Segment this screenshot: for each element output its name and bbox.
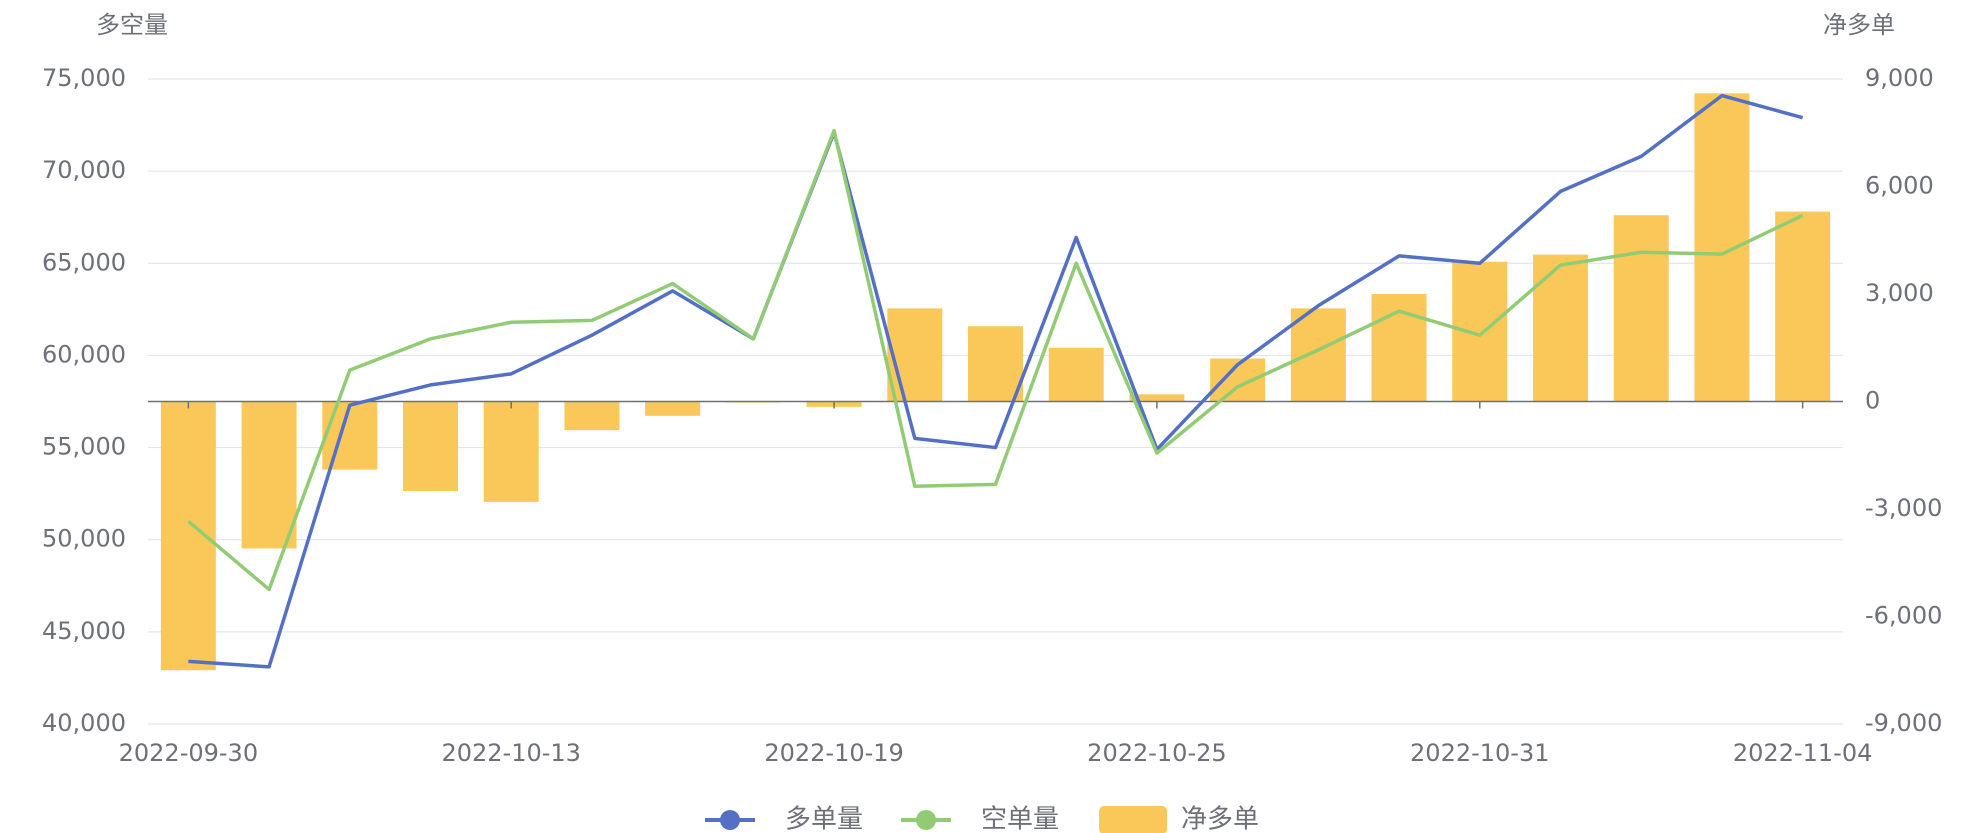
y-tick-label: 70,000 [42, 156, 126, 184]
bar [483, 401, 539, 502]
y2-axis-name: 净多单 [1823, 11, 1895, 39]
legend-icon-dot [916, 810, 937, 830]
bar [1694, 93, 1750, 402]
y-tick-label: 45,000 [42, 617, 126, 645]
y2-tick-label: 3,000 [1865, 279, 1934, 307]
bar [645, 401, 701, 416]
legend-icon-dot [720, 810, 740, 830]
bar [1048, 347, 1104, 402]
bar [564, 401, 620, 431]
bar [403, 401, 458, 492]
line-series [187, 128, 1804, 592]
y2-tick-label: -9,000 [1865, 709, 1942, 737]
y-tick-label: 60,000 [42, 340, 126, 368]
bar [241, 401, 297, 549]
y2-tick-label: 0 [1865, 387, 1880, 415]
bar [1533, 254, 1588, 402]
y-axis-name: 多空量 [96, 11, 168, 39]
y-tick-label: 65,000 [42, 248, 126, 276]
x-tick-label: 2022-10-31 [1410, 739, 1549, 767]
y-tick-label: 75,000 [42, 64, 126, 92]
legend: 多单量 空单量 净多单 [705, 805, 1259, 833]
bar [1290, 308, 1346, 402]
bar [968, 326, 1023, 402]
legend-label: 多单量 [785, 805, 863, 833]
y2-tick-label: -6,000 [1865, 602, 1942, 630]
y-tick-label: 55,000 [42, 433, 126, 461]
y-tick-label: 50,000 [42, 525, 126, 553]
y2-tick-label: 9,000 [1865, 64, 1934, 92]
x-tick-label: 2022-11-04 [1733, 739, 1872, 767]
legend-icon-bar [1099, 806, 1168, 833]
bar [1775, 211, 1831, 402]
x-tick-label: 2022-10-13 [441, 739, 580, 767]
y2-tick-label: -3,000 [1865, 494, 1942, 522]
bar [322, 401, 378, 470]
y-tick-label: 40,000 [42, 709, 126, 737]
line-series [188, 93, 1804, 669]
bar [887, 308, 943, 402]
x-tick-label: 2022-10-19 [764, 739, 903, 767]
legend-label: 净多单 [1181, 805, 1259, 833]
y2-tick-label: 6,000 [1865, 172, 1934, 200]
bar [1129, 394, 1185, 402]
legend-label: 空单量 [981, 805, 1059, 833]
bar [1452, 261, 1508, 402]
x-tick-label: 2022-10-25 [1087, 739, 1226, 767]
bar [1613, 215, 1669, 402]
x-tick-label: 2022-09-30 [119, 739, 258, 767]
